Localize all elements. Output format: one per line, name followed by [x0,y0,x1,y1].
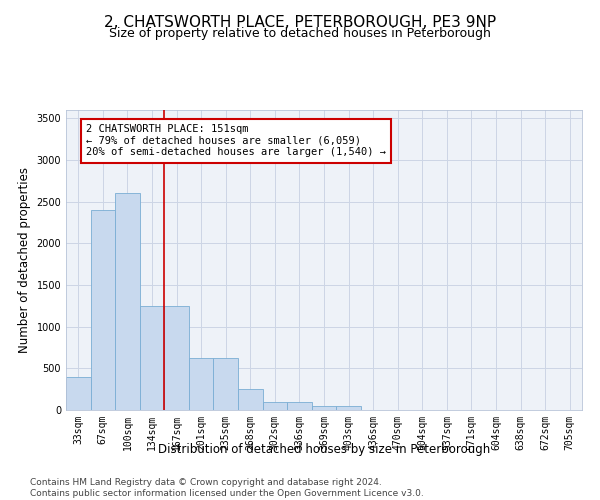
Bar [214,358,238,410]
Bar [115,194,140,410]
Bar [164,306,189,410]
Bar [238,389,263,410]
Bar [140,306,164,410]
Bar [263,402,287,410]
Text: 2, CHATSWORTH PLACE, PETERBOROUGH, PE3 9NP: 2, CHATSWORTH PLACE, PETERBOROUGH, PE3 9… [104,15,496,30]
Bar [66,376,91,410]
Text: 2 CHATSWORTH PLACE: 151sqm
← 79% of detached houses are smaller (6,059)
20% of s: 2 CHATSWORTH PLACE: 151sqm ← 79% of deta… [86,124,386,158]
Text: Size of property relative to detached houses in Peterborough: Size of property relative to detached ho… [109,28,491,40]
Text: Distribution of detached houses by size in Peterborough: Distribution of detached houses by size … [158,442,490,456]
Bar [91,210,115,410]
Bar [287,402,312,410]
Bar [189,358,214,410]
Bar [336,406,361,410]
Y-axis label: Number of detached properties: Number of detached properties [18,167,31,353]
Bar [312,406,336,410]
Text: Contains HM Land Registry data © Crown copyright and database right 2024.
Contai: Contains HM Land Registry data © Crown c… [30,478,424,498]
